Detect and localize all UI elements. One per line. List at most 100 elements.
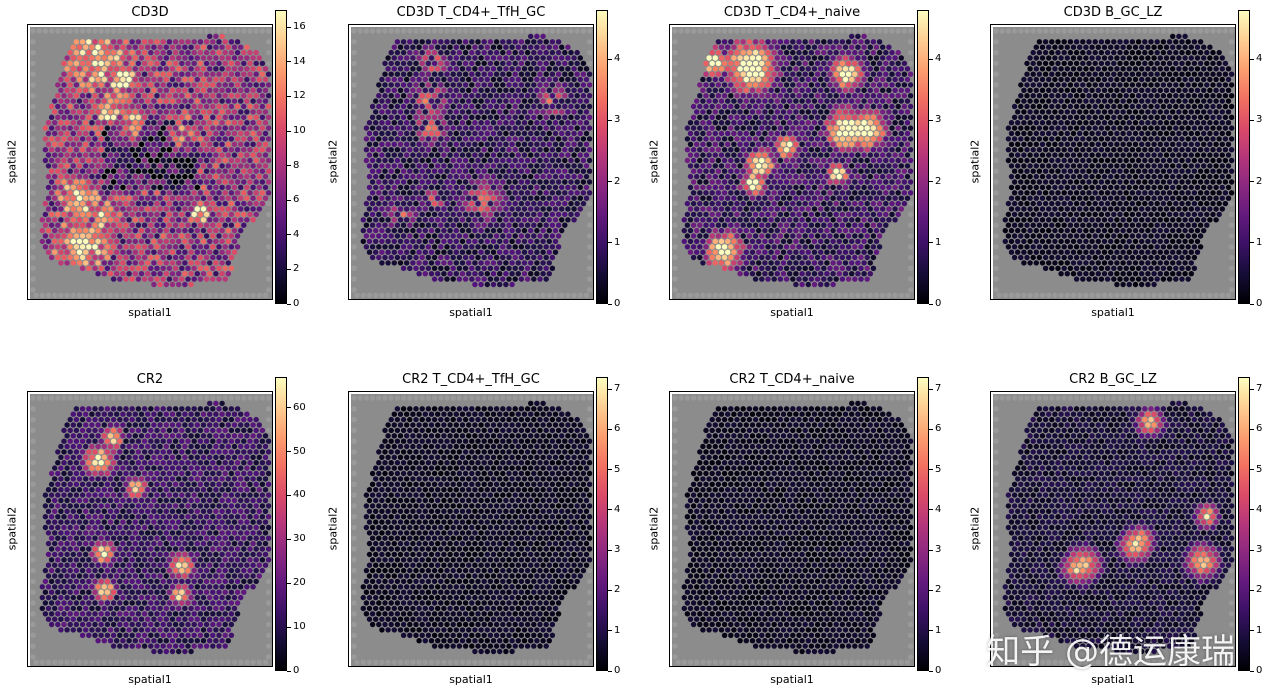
fiducial-spot bbox=[1067, 28, 1074, 34]
expression-spot bbox=[366, 173, 373, 180]
expression-spot bbox=[70, 152, 76, 158]
expression-spot bbox=[873, 195, 880, 201]
expression-spot bbox=[901, 103, 908, 110]
fiducial-spot bbox=[67, 28, 73, 34]
fiducial-spot bbox=[148, 28, 154, 34]
expression-spot bbox=[796, 265, 802, 271]
expression-spot bbox=[845, 200, 852, 207]
fiducial-spot bbox=[351, 244, 357, 250]
expression-spot bbox=[904, 120, 911, 126]
expression-spot bbox=[416, 141, 422, 147]
expression-spot bbox=[861, 195, 867, 201]
expression-spot bbox=[481, 233, 487, 239]
fiducial-spot bbox=[228, 28, 235, 34]
expression-spot bbox=[768, 173, 774, 180]
expression-spot bbox=[222, 60, 228, 67]
expression-spot bbox=[728, 190, 734, 196]
expression-spot bbox=[703, 157, 709, 164]
fiducial-spot bbox=[790, 28, 796, 34]
expression-spot bbox=[73, 39, 80, 45]
expression-spot bbox=[182, 238, 188, 245]
expression-spot bbox=[765, 103, 771, 110]
expression-spot bbox=[123, 179, 129, 185]
fiducial-spot bbox=[39, 292, 45, 298]
fiducial-spot bbox=[154, 28, 160, 34]
expression-spot bbox=[540, 55, 546, 61]
expression-spot bbox=[55, 179, 61, 185]
expression-spot bbox=[407, 157, 413, 164]
expression-spot bbox=[466, 184, 472, 191]
expression-spot bbox=[169, 206, 176, 212]
expression-spot bbox=[796, 93, 802, 99]
expression-spot bbox=[101, 238, 108, 245]
expression-spot bbox=[718, 249, 725, 255]
expression-spot bbox=[718, 206, 725, 212]
expression-spot bbox=[394, 254, 401, 261]
expression-spot bbox=[163, 87, 169, 93]
expression-spot bbox=[783, 265, 790, 271]
expression-spot bbox=[73, 49, 80, 56]
expression-spot bbox=[721, 168, 728, 174]
expression-spot bbox=[697, 114, 703, 121]
expression-spot bbox=[79, 103, 86, 110]
expression-spot bbox=[210, 200, 216, 207]
expression-spot bbox=[895, 136, 901, 142]
expression-spot bbox=[531, 125, 537, 131]
expression-spot bbox=[740, 265, 746, 271]
expression-spot bbox=[811, 249, 818, 255]
fiducial-spot bbox=[30, 190, 36, 196]
expression-spot bbox=[64, 66, 70, 72]
expression-spot bbox=[876, 39, 883, 45]
expression-spot bbox=[453, 217, 459, 223]
expression-spot bbox=[435, 141, 441, 147]
expression-spot bbox=[728, 244, 734, 250]
expression-spot bbox=[904, 66, 911, 72]
expression-spot bbox=[534, 152, 540, 158]
expression-spot bbox=[771, 254, 777, 261]
expression-spot bbox=[907, 125, 914, 131]
expression-spot bbox=[762, 152, 768, 158]
expression-spot bbox=[86, 60, 92, 67]
expression-spot bbox=[777, 103, 784, 110]
expression-spot bbox=[416, 217, 422, 223]
expression-spot bbox=[845, 39, 852, 45]
expression-spot bbox=[419, 136, 425, 142]
expression-spot bbox=[552, 163, 559, 169]
expression-spot bbox=[256, 206, 262, 212]
expression-spot bbox=[833, 125, 839, 131]
expression-spot bbox=[555, 93, 562, 99]
expression-spot bbox=[718, 44, 725, 50]
expression-spot bbox=[518, 147, 525, 153]
expression-spot bbox=[222, 82, 228, 88]
expression-spot bbox=[765, 136, 771, 142]
fiducial-spot bbox=[1104, 28, 1111, 34]
expression-spot bbox=[107, 217, 114, 223]
expression-spot bbox=[83, 217, 89, 223]
fiducial-spot bbox=[256, 292, 262, 298]
expression-spot bbox=[244, 173, 250, 180]
expression-spot bbox=[241, 190, 247, 196]
expression-spot bbox=[743, 98, 749, 104]
expression-spot bbox=[163, 44, 169, 50]
expression-spot bbox=[200, 120, 207, 126]
expression-spot bbox=[805, 184, 811, 191]
expression-spot bbox=[441, 98, 447, 104]
fiducial-spot bbox=[818, 292, 824, 298]
expression-spot bbox=[120, 249, 126, 255]
expression-spot bbox=[64, 87, 70, 93]
expression-spot bbox=[394, 200, 401, 207]
expression-spot bbox=[793, 249, 799, 255]
expression-spot bbox=[231, 227, 238, 234]
expression-spot bbox=[743, 163, 749, 169]
expression-spot bbox=[61, 254, 67, 261]
expression-spot bbox=[453, 152, 459, 158]
expression-spot bbox=[48, 179, 55, 185]
expression-spot bbox=[428, 66, 435, 72]
expression-spot bbox=[120, 206, 126, 212]
expression-spot bbox=[777, 157, 784, 164]
expression-spot bbox=[404, 206, 410, 212]
expression-spot bbox=[725, 76, 731, 83]
expression-spot bbox=[549, 125, 556, 131]
expression-spot bbox=[880, 55, 886, 61]
expression-spot bbox=[160, 233, 166, 239]
